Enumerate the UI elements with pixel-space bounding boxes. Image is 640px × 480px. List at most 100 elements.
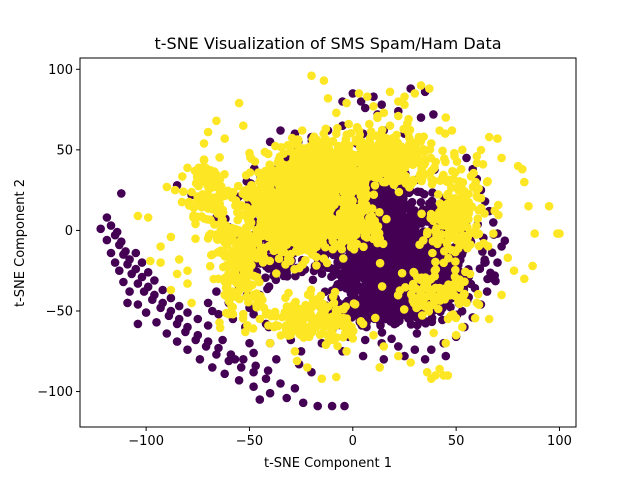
scatter-point <box>341 322 351 332</box>
scatter-point <box>426 274 436 284</box>
scatter-point <box>333 341 342 351</box>
scatter-point <box>383 173 393 183</box>
scatter-point <box>414 147 423 156</box>
scatter-point <box>230 268 240 277</box>
scatter-point <box>199 156 209 165</box>
scatter-point <box>211 182 220 192</box>
scatter-point <box>460 289 469 299</box>
scatter-point <box>313 401 323 411</box>
scatter-point <box>374 229 384 238</box>
scatter-point <box>178 172 187 181</box>
scatter-point <box>344 236 354 245</box>
scatter-point <box>483 241 493 251</box>
scatter-point <box>143 268 153 277</box>
scatter-point <box>291 222 300 231</box>
scatter-point <box>233 215 242 225</box>
scatter-point <box>365 138 375 147</box>
scatter-point <box>215 153 224 162</box>
scatter-point <box>296 347 306 356</box>
scatter-point <box>220 134 229 143</box>
scatter-point <box>457 306 467 316</box>
scatter-point <box>305 308 314 318</box>
scatter-point <box>321 242 330 252</box>
scatter-point <box>280 239 289 248</box>
scatter-point <box>174 301 184 311</box>
scatter-point <box>395 197 405 206</box>
scatter-point <box>308 221 318 231</box>
scatter-point <box>315 167 324 177</box>
scatter-point <box>328 171 338 180</box>
scatter-point <box>458 145 467 155</box>
scatter-point <box>448 310 458 319</box>
scatter-point <box>357 153 367 162</box>
scatter-point <box>435 364 444 374</box>
scatter-point <box>329 193 339 203</box>
scatter-point <box>228 235 237 245</box>
scatter-point <box>428 236 438 246</box>
scatter-point <box>234 376 244 385</box>
scatter-point <box>375 363 385 372</box>
scatter-point <box>347 155 356 164</box>
scatter-point <box>404 314 413 323</box>
scatter-point <box>489 229 498 238</box>
scatter-point <box>125 287 134 296</box>
scatter-point <box>500 236 510 245</box>
scatter-point <box>352 239 362 249</box>
scatter-point <box>193 212 202 222</box>
scatter-point <box>329 298 339 308</box>
scatter-point <box>447 245 456 255</box>
scatter-point <box>462 298 471 308</box>
scatter-point <box>382 214 391 224</box>
scatter-point <box>96 224 105 234</box>
scatter-point <box>309 207 319 216</box>
scatter-point <box>375 157 385 166</box>
scatter-point <box>245 168 255 177</box>
scatter-point <box>385 138 395 148</box>
scatter-point <box>363 92 372 101</box>
scatter-point <box>243 241 253 251</box>
scatter-point <box>385 229 394 239</box>
scatter-point <box>307 71 316 80</box>
scatter-point <box>443 371 453 380</box>
scatter-point <box>333 317 342 327</box>
scatter-point <box>336 239 345 248</box>
scatter-point <box>370 181 380 190</box>
scatter-point <box>452 184 462 193</box>
scatter-point <box>179 187 188 196</box>
scatter-point <box>236 363 246 372</box>
scatter-point <box>125 255 134 264</box>
scatter-point <box>445 201 455 211</box>
scatter-point <box>427 374 436 384</box>
scatter-point <box>520 177 529 187</box>
scatter-point <box>231 196 241 205</box>
scatter-point <box>399 223 409 232</box>
scatter-point <box>497 290 506 300</box>
scatter-point <box>361 193 371 202</box>
scatter-point <box>272 269 281 278</box>
scatter-point <box>322 315 332 325</box>
scatter-point <box>248 191 258 201</box>
scatter-point <box>251 361 260 371</box>
scatter-point <box>212 350 221 359</box>
scatter-point <box>389 313 399 323</box>
scatter-point <box>239 309 248 319</box>
scatter-point <box>158 298 167 308</box>
scatter-point <box>222 241 232 250</box>
scatter-point <box>137 272 147 282</box>
scatter-point <box>123 298 132 308</box>
scatter-point <box>326 153 335 162</box>
scatter-point <box>203 321 213 330</box>
scatter-point <box>429 110 438 119</box>
scatter-point <box>102 235 112 245</box>
scatter-point <box>106 248 116 258</box>
scatter-point <box>375 258 385 268</box>
scatter-point <box>451 330 461 340</box>
scatter-point <box>261 273 270 283</box>
scatter-point <box>339 204 349 214</box>
scatter-point <box>247 181 256 190</box>
scatter-point <box>377 282 387 291</box>
scatter-point <box>350 256 360 266</box>
scatter-point <box>419 132 429 141</box>
scatter-point <box>373 113 382 123</box>
scatter-point <box>325 145 334 154</box>
